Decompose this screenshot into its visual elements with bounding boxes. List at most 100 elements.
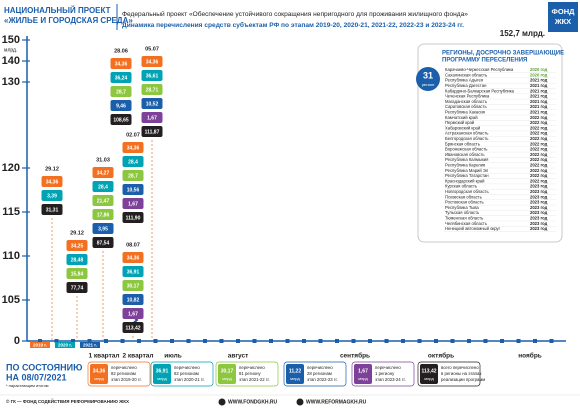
value-box (122, 266, 144, 277)
axis-marker (71, 339, 75, 343)
value-box (66, 268, 88, 279)
y-tick-label: 105 (2, 294, 20, 306)
value-box (66, 240, 88, 251)
y-tick-label: 130 (2, 76, 20, 88)
value-label: 1,67 (128, 201, 138, 207)
y-tick-label: 150 (2, 34, 20, 46)
year-label: 2019 г. (33, 343, 47, 348)
region-name: Новгородская область (445, 189, 489, 194)
value-box (141, 56, 163, 67)
axis-marker (318, 339, 323, 343)
legend-value: 30,17 (221, 368, 234, 374)
legend-frame (417, 361, 481, 387)
axis-marker (170, 339, 174, 343)
region-name: Республика Марий Эл (445, 168, 489, 173)
legend-text: этап 2022-23 гг. (307, 377, 338, 382)
region-name: Карачаево-Черкесская Республика (445, 67, 514, 72)
region-year: 2021 год (530, 99, 548, 104)
region-year: 2021 год (530, 78, 548, 83)
legend-text: в регионы на этапах (441, 371, 482, 376)
region-year: 2022 год (530, 147, 548, 152)
value-box (92, 237, 114, 248)
axis-marker (467, 339, 471, 343)
region-year: 2022 год (530, 115, 548, 120)
value-box (122, 198, 144, 209)
legend-text: перечислено (375, 365, 401, 370)
value-label: 10,56 (127, 187, 140, 193)
value-box (122, 294, 144, 305)
value-label: 10,52 (146, 101, 159, 107)
link-icon (296, 398, 304, 406)
status: НА 08/07/2021 (6, 372, 67, 382)
value-box (141, 98, 163, 109)
legend-value: 11,22 (289, 368, 301, 374)
value-label: 17,86 (97, 212, 110, 218)
value-box (122, 184, 144, 195)
value-box (110, 72, 132, 83)
regions-count: 31 (423, 70, 433, 80)
value-label: 34,36 (115, 61, 128, 67)
legend-frame (87, 361, 151, 387)
value-box (122, 212, 144, 223)
legend-unit: млрд (424, 376, 434, 381)
value-label: 10,82 (127, 297, 140, 303)
legend-text: перечислено (111, 365, 137, 370)
region-year: 2022 год (530, 131, 548, 136)
project-title: «ЖИЛЬЕ И ГОРОДСКАЯ СРЕДА» (4, 16, 133, 25)
axis-marker (434, 339, 438, 343)
region-year: 2022 год (530, 178, 548, 183)
logo-text: ФОНД (552, 7, 576, 16)
year-tag (30, 342, 50, 348)
region-name: Республика Адыгея (445, 78, 483, 83)
value-label: 34,36 (127, 255, 140, 261)
value-label: 28,7 (128, 173, 138, 179)
value-label: 3,95 (98, 226, 108, 232)
region-name: Камчатский край (445, 115, 478, 120)
year-label: 2020 г. (58, 343, 72, 348)
region-name: Республика Хакасия (445, 110, 485, 115)
region-year: 2021 год (530, 94, 548, 99)
region-name: Ивановская область (445, 152, 485, 157)
region-year: 2023 год (530, 221, 548, 226)
copyright: © ГК — ФОНД СОДЕЙСТВИЯ РЕФОРМИРОВАНИЮ ЖК… (6, 397, 129, 404)
value-label: 111,87 (145, 129, 160, 135)
region-name: Республика Дагестан (445, 83, 487, 88)
value-label: 36,91 (127, 269, 140, 275)
region-name: Саратовская область (445, 104, 487, 109)
axis-marker (302, 339, 306, 343)
axis-marker (54, 339, 59, 343)
value-label: 9,46 (116, 103, 126, 109)
region-name: Астраханская область (445, 131, 489, 136)
year-tag (80, 342, 100, 348)
column-date: 29.12 (45, 166, 59, 172)
value-label: 31,31 (46, 207, 59, 213)
value-label: 1,67 (128, 311, 138, 317)
region-year: 2021 год (530, 110, 548, 115)
value-label: 21,47 (97, 198, 110, 204)
value-box (141, 126, 163, 137)
region-name: Тюменская область (445, 216, 484, 221)
column-date: 31.03 (96, 157, 110, 163)
legend-value: 36,91 (156, 368, 169, 374)
axis-marker (533, 339, 537, 343)
regions-title: ПРОГРАММУ ПЕРЕСЕЛЕНИЯ (442, 58, 527, 64)
total-label: 152,7 млрд. (500, 29, 545, 38)
x-tick-label: сентябрь (340, 352, 370, 360)
legend-unit: млрд (94, 376, 104, 381)
axis-marker (87, 339, 92, 343)
legend-text: 82 регионам (111, 371, 136, 376)
axis-marker (120, 339, 125, 343)
value-label: 108,65 (113, 117, 129, 123)
region-year: 2022 год (530, 120, 548, 125)
region-year: 2023 год (530, 200, 548, 205)
legend-text: этап 2020-21 гг. (174, 377, 205, 382)
legend-text: перечислено (174, 365, 200, 370)
axis-marker (137, 339, 141, 343)
region-year: 2023 год (530, 210, 548, 215)
federal-project: Федеральный проект «Обеспечение устойчив… (122, 10, 468, 18)
axis-marker (153, 339, 158, 343)
legend-box (354, 364, 372, 384)
value-label: 77,74 (71, 285, 84, 291)
region-name: Тульская область (445, 210, 480, 215)
